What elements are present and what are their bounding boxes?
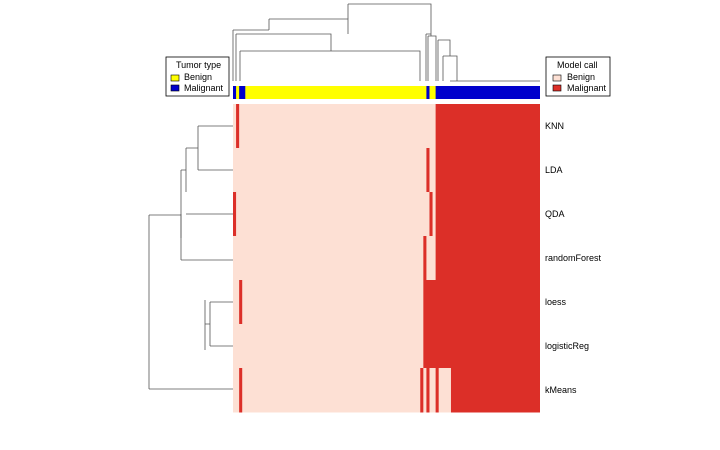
heatmap-cell-malignant	[435, 104, 540, 149]
model-call-legend: Model call Benign Malignant	[545, 56, 611, 97]
row-label-logisticReg: logisticReg	[545, 341, 589, 351]
tumor-type-legend-title: Tumor type	[176, 60, 221, 70]
tumor-bar-malignant-segment	[233, 86, 237, 99]
row-label-KNN: KNN	[545, 121, 564, 131]
heatmap-cell-malignant	[420, 368, 424, 413]
heatmap-cell-malignant	[423, 324, 540, 369]
heatmap-cell-malignant	[435, 236, 540, 281]
row-labels: KNN LDA QDA randomForest loess logisticReg kMe…	[545, 121, 602, 395]
tumor-type-bar	[233, 86, 540, 99]
row-dendrogram	[148, 125, 233, 390]
heatmap-cells	[233, 104, 540, 413]
heatmap-cell-malignant	[236, 104, 240, 149]
legend-swatch-model-malignant	[552, 84, 562, 92]
heatmap-cell-malignant	[239, 280, 243, 325]
legend-label-model-benign: Benign	[567, 72, 595, 82]
heatmap-cell-malignant	[239, 368, 243, 413]
legend-swatch-malignant	[170, 84, 180, 92]
heatmap-cell-malignant	[450, 368, 540, 413]
heatmap-cell-malignant	[426, 148, 430, 193]
tumor-type-legend: Tumor type Benign Malignant	[165, 56, 230, 97]
legend-swatch-benign	[170, 74, 180, 82]
row-label-QDA: QDA	[545, 209, 565, 219]
row-label-kMeans: kMeans	[545, 385, 577, 395]
heatmap-cell-malignant	[435, 368, 439, 413]
tumor-bar-malignant-segment	[426, 86, 430, 99]
tumor-bar-malignant-segment	[435, 86, 540, 99]
row-label-loess: loess	[545, 297, 567, 307]
legend-swatch-model-benign	[552, 74, 562, 82]
column-dendrogram	[232, 3, 540, 82]
heatmap-cell-malignant	[429, 192, 433, 237]
heatmap-cell-malignant	[233, 192, 237, 237]
tumor-bar-malignant-segment	[239, 86, 246, 99]
row-label-LDA: LDA	[545, 165, 563, 175]
heatmap-cell-malignant	[435, 148, 540, 193]
heatmap-cell-malignant	[426, 368, 430, 413]
heatmap-cell-malignant	[435, 192, 540, 237]
heatmap-cell-malignant	[423, 280, 540, 325]
row-label-randomForest: randomForest	[545, 253, 602, 263]
model-call-legend-title: Model call	[557, 60, 598, 70]
legend-label-benign: Benign	[184, 72, 212, 82]
legend-label-model-malignant: Malignant	[567, 83, 607, 93]
heatmap-cell-malignant	[423, 236, 427, 281]
legend-label-malignant: Malignant	[184, 83, 224, 93]
